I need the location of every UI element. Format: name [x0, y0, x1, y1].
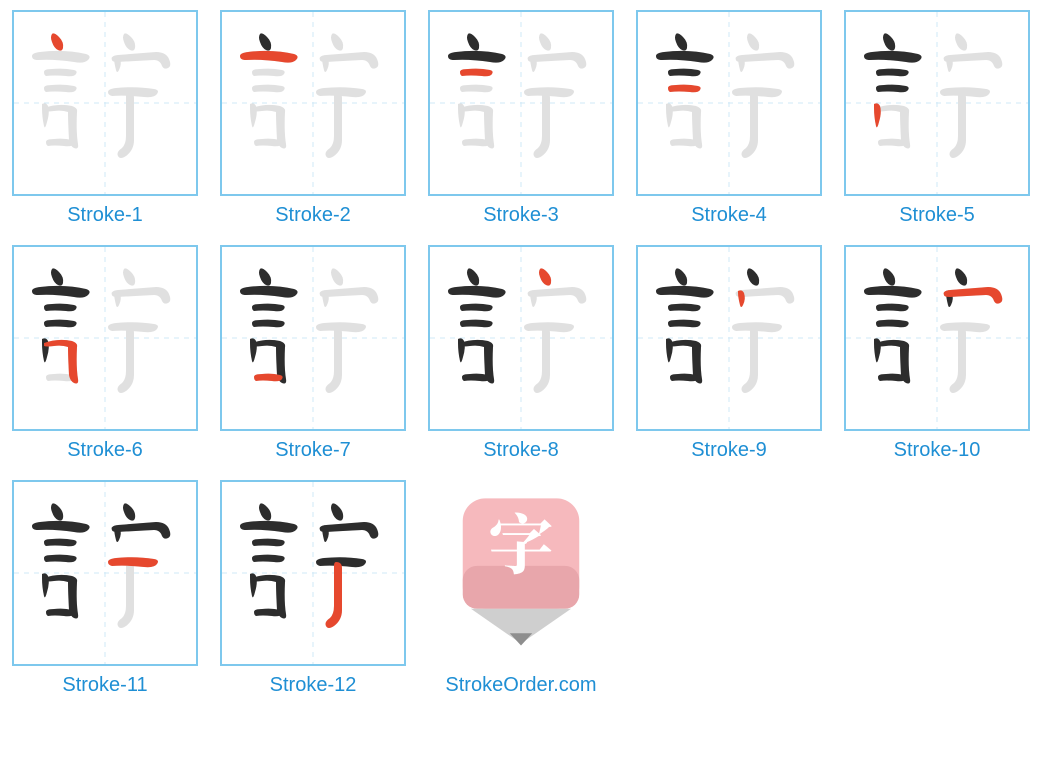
stroke-caption-1: Stroke-1 — [67, 204, 143, 227]
stroke-caption-9: Stroke-9 — [691, 439, 767, 462]
stroke-tile-4 — [636, 10, 822, 196]
stroke-cell-1: Stroke-1 — [10, 10, 200, 227]
stroke-cell-11: Stroke-11 — [10, 480, 200, 697]
stroke-caption-6: Stroke-6 — [67, 439, 143, 462]
svg-text:字: 字 — [488, 493, 553, 587]
stroke-caption-12: Stroke-12 — [270, 674, 357, 697]
stroke-caption-3: Stroke-3 — [483, 204, 559, 227]
stroke-cell-2: Stroke-2 — [218, 10, 408, 227]
stroke-tile-9 — [636, 245, 822, 431]
stroke-tile-7 — [220, 245, 406, 431]
stroke-cell-10: Stroke-10 — [842, 245, 1032, 462]
stroke-tile-2 — [220, 10, 406, 196]
stroke-caption-11: Stroke-11 — [62, 674, 147, 697]
stroke-caption-2: Stroke-2 — [275, 204, 351, 227]
stroke-tile-12 — [220, 480, 406, 666]
stroke-tile-11 — [12, 480, 198, 666]
stroke-tile-1 — [12, 10, 198, 196]
stroke-caption-5: Stroke-5 — [899, 204, 975, 227]
stroke-caption-8: Stroke-8 — [483, 439, 559, 462]
stroke-caption-4: Stroke-4 — [691, 204, 767, 227]
stroke-cell-8: Stroke-8 — [426, 245, 616, 462]
stroke-caption-10: Stroke-10 — [894, 439, 981, 462]
stroke-grid: Stroke-1 Stroke-2 Stroke-3 Stroke-4 Stro… — [10, 10, 1050, 697]
stroke-cell-5: Stroke-5 — [842, 10, 1032, 227]
logo-cell: 字 StrokeOrder.com — [426, 480, 616, 697]
stroke-cell-4: Stroke-4 — [634, 10, 824, 227]
stroke-cell-3: Stroke-3 — [426, 10, 616, 227]
stroke-cell-6: Stroke-6 — [10, 245, 200, 462]
stroke-cell-7: Stroke-7 — [218, 245, 408, 462]
stroke-tile-10 — [844, 245, 1030, 431]
stroke-cell-9: Stroke-9 — [634, 245, 824, 462]
stroke-tile-6 — [12, 245, 198, 431]
stroke-caption-7: Stroke-7 — [275, 439, 351, 462]
site-caption: StrokeOrder.com — [445, 674, 596, 697]
stroke-tile-5 — [844, 10, 1030, 196]
stroke-cell-12: Stroke-12 — [218, 480, 408, 697]
site-logo: 字 — [428, 480, 614, 666]
stroke-tile-3 — [428, 10, 614, 196]
stroke-tile-8 — [428, 245, 614, 431]
